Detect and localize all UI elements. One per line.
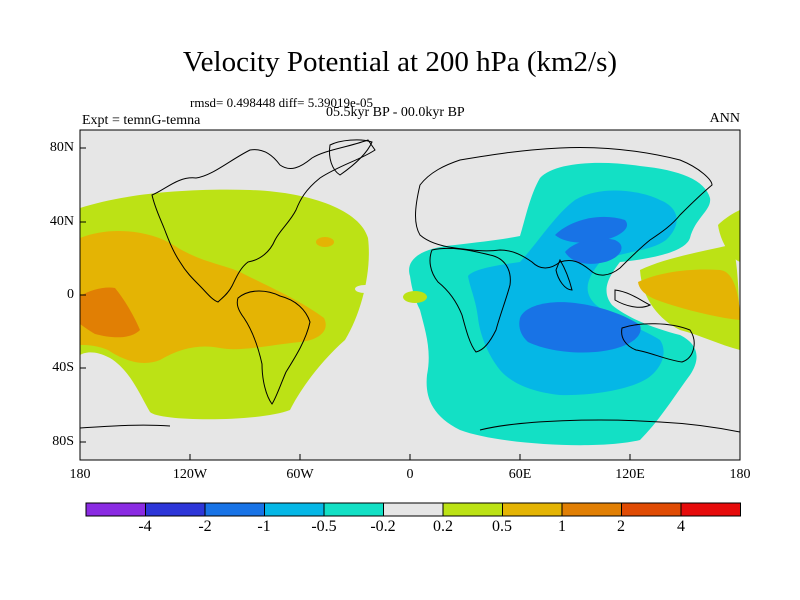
- colorbar-label: 2: [617, 518, 625, 535]
- lat-tick-label: 80N: [49, 140, 74, 155]
- lat-tick-label: 80S: [52, 434, 74, 449]
- colorbar-label: -2: [198, 518, 212, 535]
- lon-tick-label: 180: [729, 467, 751, 482]
- colorbar-label: 1: [558, 518, 566, 535]
- lon-tick-label: 120W: [172, 467, 208, 482]
- contour-region-east-asia-min: [555, 216, 628, 243]
- contour-region-americas-mid: [80, 231, 326, 363]
- period-label: 05.5kyr BP - 00.0kyr BP: [326, 105, 465, 120]
- lon-tick-label: 180: [69, 467, 91, 482]
- contour-region-far-east-low: [718, 210, 740, 262]
- lat-tick-label: 40N: [49, 214, 74, 229]
- colorbar-label: 0.5: [492, 518, 512, 535]
- contour-region-pacific-max: [80, 287, 140, 338]
- lat-tick-label: 0: [67, 287, 74, 302]
- contour-region-indian-min: [519, 302, 641, 353]
- colorbar-label: -0.2: [370, 518, 396, 535]
- tick-marks: [80, 147, 740, 460]
- contour-region-maritime-mid: [638, 269, 740, 320]
- coastlines: [80, 139, 740, 433]
- lon-tick-label: 60W: [286, 467, 314, 482]
- map-frame: [79, 129, 741, 461]
- colorbar-label: 4: [677, 518, 685, 535]
- colorbar-label: -1: [257, 518, 271, 535]
- contour-region-south-asia-min: [565, 238, 622, 264]
- lon-tick-label: 0: [406, 467, 414, 482]
- colorbar-label: -4: [138, 518, 152, 535]
- lon-tick-label: 60E: [508, 467, 532, 482]
- colorbar-label: 0.2: [433, 518, 453, 535]
- lon-tick-label: 120E: [615, 467, 645, 482]
- experiment-label: Expt = temnG-temna: [82, 113, 201, 128]
- stats-line: rmsd= 0.498448 diff= 5.39019e-05: [190, 95, 374, 110]
- plot-title: Velocity Potential at 200 hPa (km2/s): [182, 46, 618, 78]
- lat-tick-label: 40S: [52, 360, 74, 375]
- contour-region-atlantic-patch: [316, 237, 334, 247]
- colorbar-label: -0.5: [311, 518, 337, 535]
- contour-region-atlantic-patch: [403, 291, 427, 303]
- contour-region-atlantic-patch: [355, 285, 375, 293]
- season-label: ANN: [709, 111, 740, 126]
